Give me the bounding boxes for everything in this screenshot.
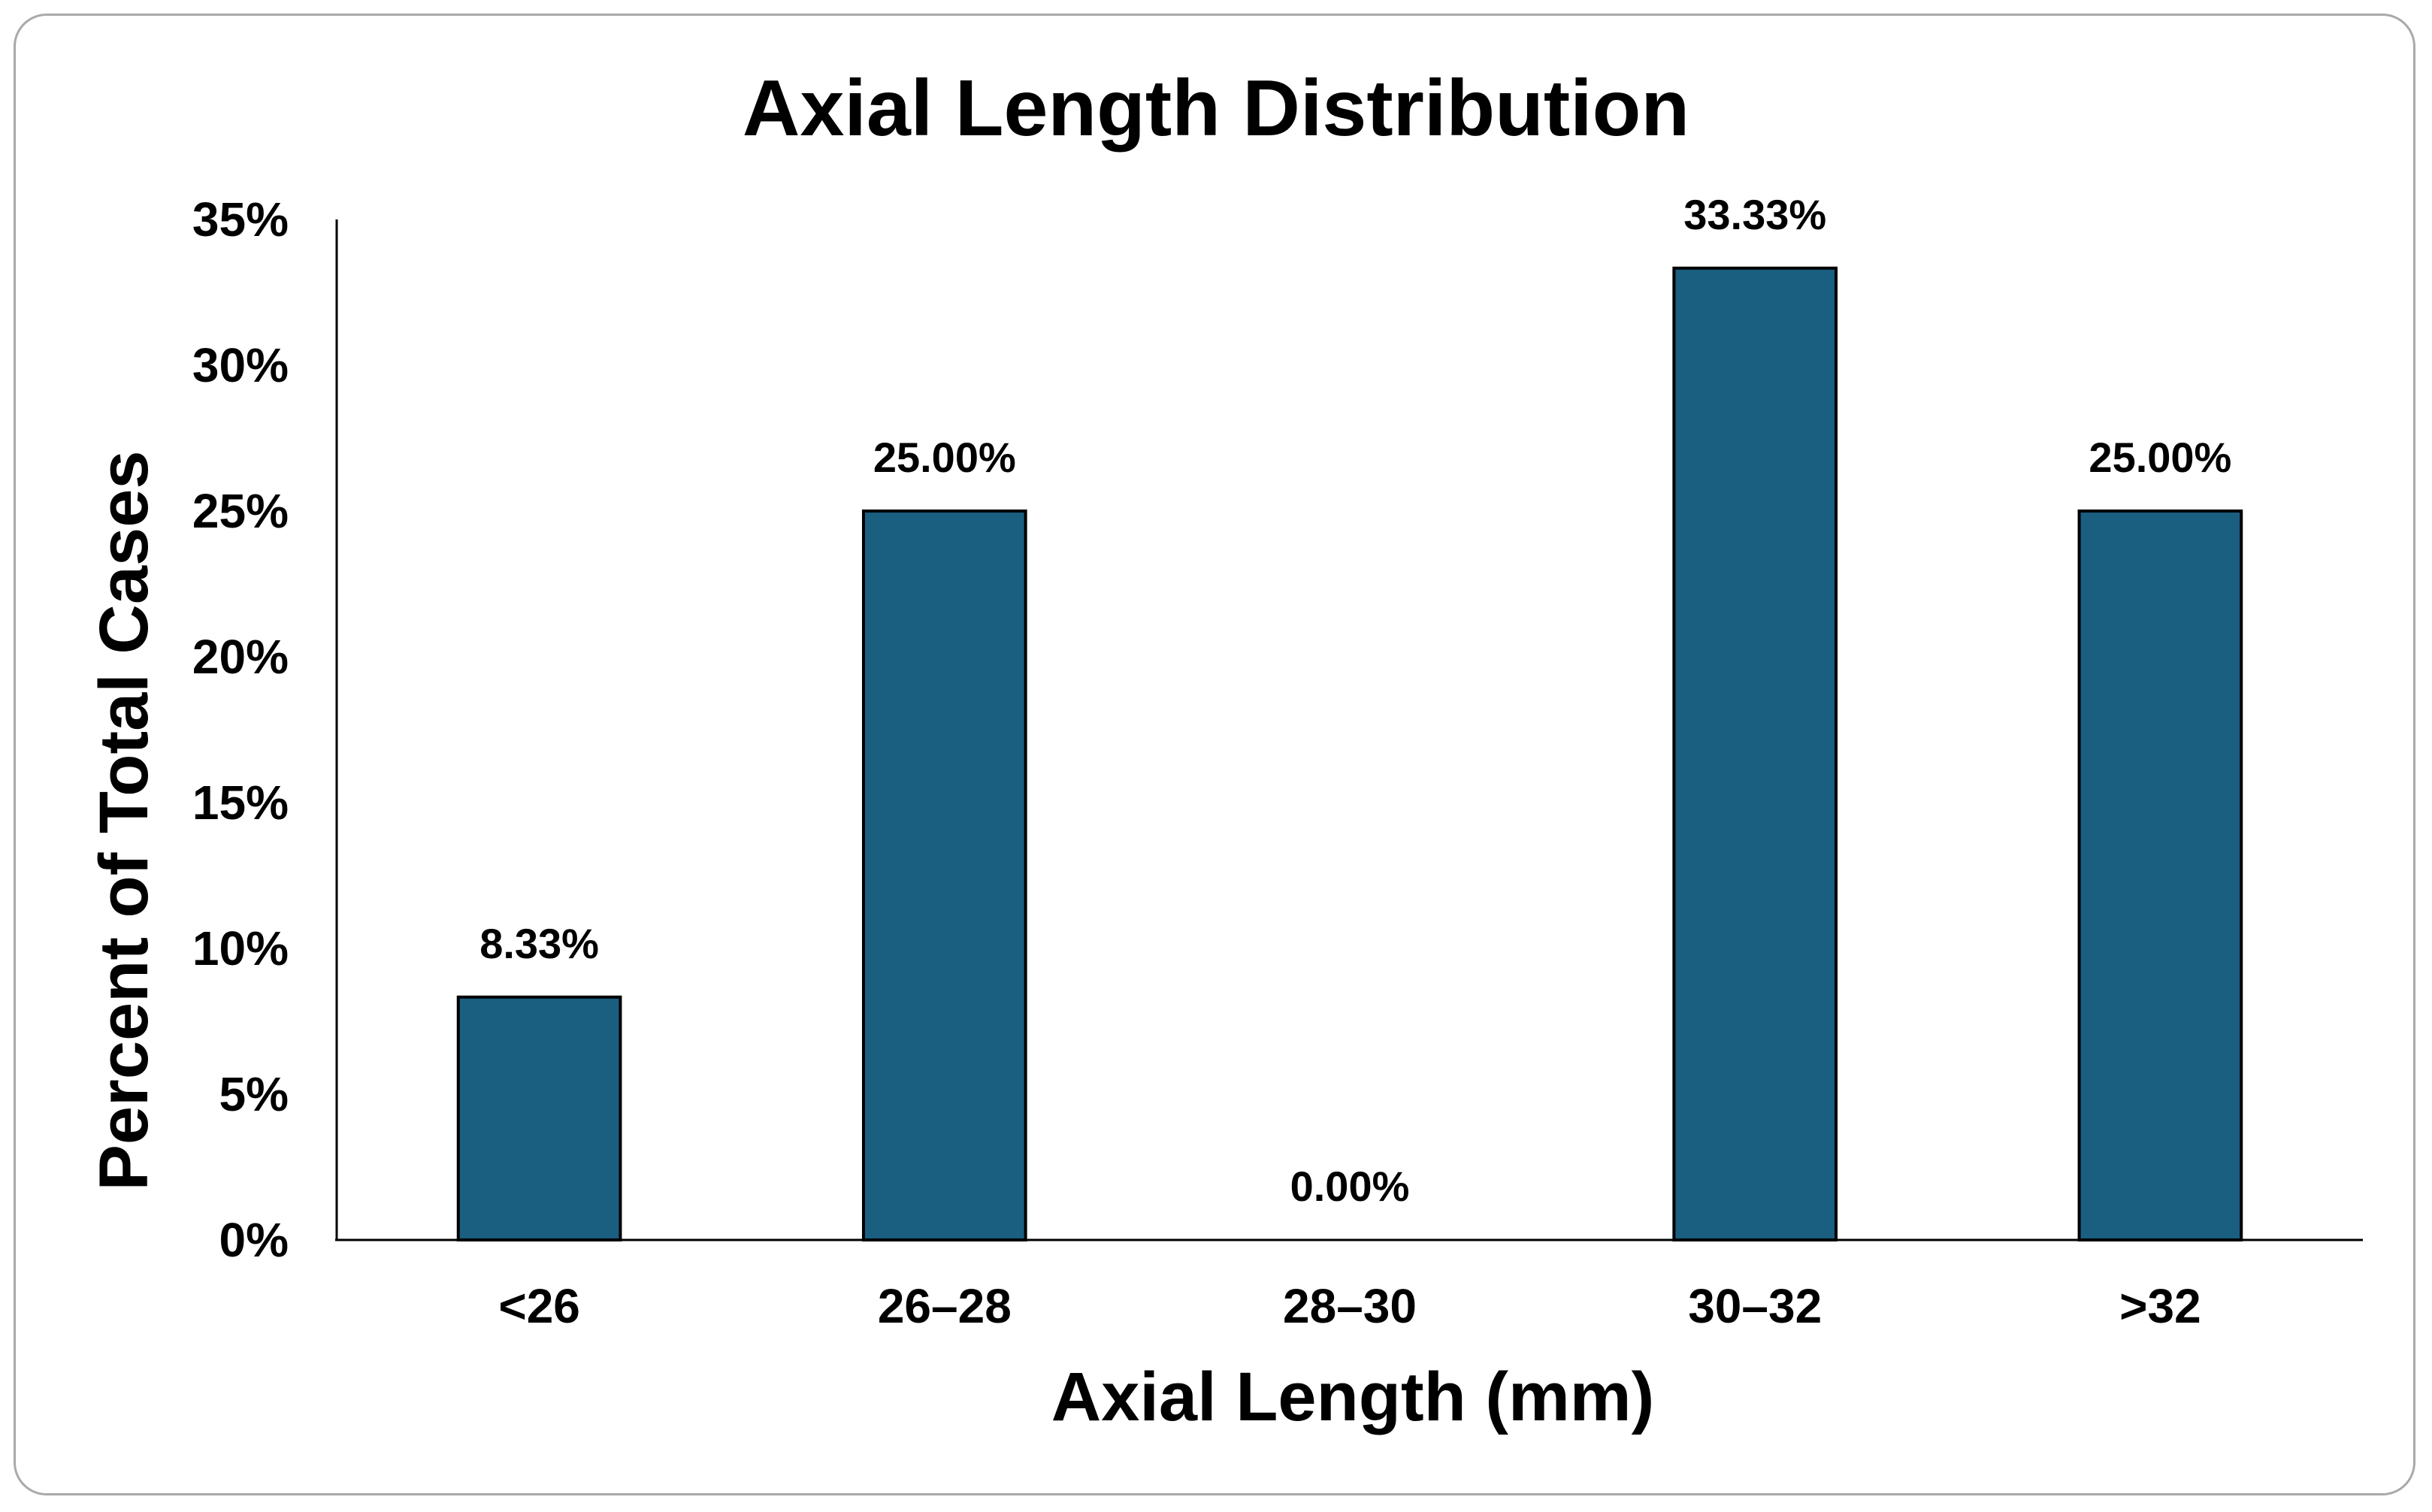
y-tick-label: 10%: [192, 921, 289, 975]
chart-title: Axial Length Distribution: [743, 64, 1689, 153]
y-axis-title-group: Percent of Total Cases: [86, 450, 162, 1190]
y-tick-label: 0%: [219, 1213, 289, 1267]
y-axis-ticks: 0% 5% 10% 15% 20% 25% 30% 35%: [192, 192, 289, 1267]
x-axis-title: Axial Length (mm): [1051, 1359, 1654, 1435]
bar: [2077, 510, 2243, 1241]
x-axis-ticks: <26 26–28 28–30 30–32 >32: [498, 1279, 2201, 1333]
x-tick-label: 26–28: [878, 1279, 1012, 1333]
y-axis-title: Percent of Total Cases: [86, 450, 162, 1190]
data-label: 0.00%: [1290, 1163, 1410, 1210]
x-tick-label: 28–30: [1283, 1279, 1417, 1333]
bars: [456, 266, 2243, 1242]
x-tick-label: <26: [498, 1279, 580, 1333]
bar: [456, 995, 622, 1242]
data-label: 33.33%: [1683, 191, 1826, 238]
y-tick-label: 35%: [192, 192, 289, 246]
bar: [1672, 266, 1838, 1241]
y-tick-label: 20%: [192, 630, 289, 684]
bar: [861, 510, 1027, 1241]
x-tick-label: >32: [2119, 1279, 2201, 1333]
data-label: 25.00%: [2089, 434, 2231, 481]
y-tick-label: 15%: [192, 776, 289, 830]
data-labels: 8.33% 25.00% 0.00% 33.33% 25.00%: [479, 191, 2231, 1210]
chart-frame: [14, 14, 2415, 1495]
x-tick-label: 30–32: [1688, 1279, 1822, 1333]
y-tick-label: 25%: [192, 484, 289, 538]
y-tick-label: 5%: [219, 1067, 289, 1121]
y-tick-label: 30%: [192, 338, 289, 392]
data-label: 8.33%: [479, 920, 599, 967]
data-label: 25.00%: [873, 434, 1016, 481]
